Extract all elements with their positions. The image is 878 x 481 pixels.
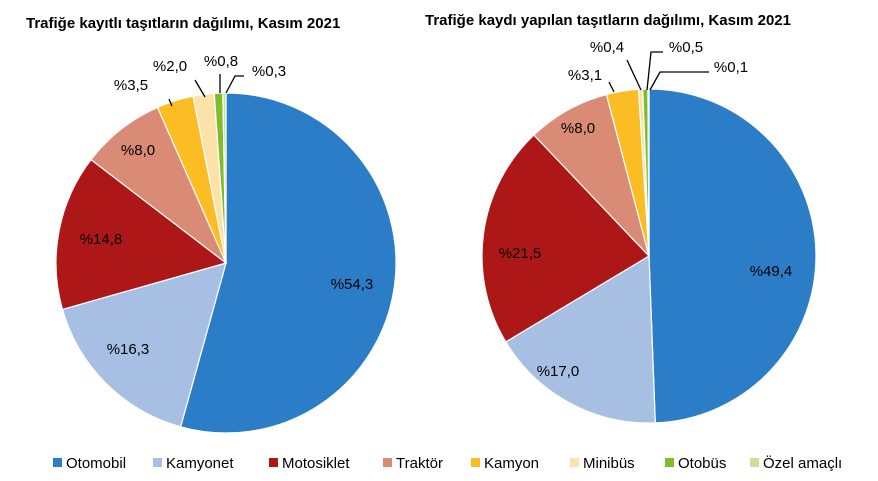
leader-line-new-ozel-amacli (649, 71, 709, 91)
leader-line-new-otobus (646, 51, 663, 91)
legend-swatch-minibus (570, 458, 579, 467)
data-label-registered-otomobil: %54,3 (331, 276, 374, 293)
legend-label-otomobil: Otomobil (66, 455, 126, 472)
data-label-registered-traktor: %8,0 (121, 142, 155, 159)
leader-line-registered-ozel-amacli (225, 75, 244, 94)
pie-slice-registered-kamyonet (61, 262, 227, 428)
legend-label-kamyonet: Kamyonet (166, 455, 234, 472)
leader-line-registered-kamyon (168, 98, 173, 107)
data-label-new-kamyon: %3,1 (568, 67, 602, 84)
data-label-registered-motosiklet: %14,8 (80, 231, 123, 248)
leader-line-registered-minibus (194, 79, 206, 98)
legend-label-ozel-amacli: Özel amaçlı (763, 454, 842, 472)
legend-label-kamyon: Kamyon (484, 455, 539, 472)
leader-line-new-minibus (626, 59, 642, 91)
chart-title-registered: Trafiğe kayıtlı taşıtların dağılımı, Kas… (26, 15, 340, 32)
pie-slice-registered-otomobil (179, 92, 397, 434)
legend-label-otobus: Otobüs (678, 455, 726, 472)
pie-slice-new-motosiklet (481, 134, 650, 343)
data-label-registered-minibus: %2,0 (153, 58, 187, 75)
legend: Otomobil Kamyonet Motosiklet Traktör Kamyon M… (53, 454, 842, 472)
legend-swatch-kamyon (471, 458, 480, 467)
legend-swatch-otomobil (53, 458, 62, 467)
pie-newly-registered-vehicles: %49,4 %17,0 %21,5 %8,0 %3,1 %0,4 %0,5 %0,1 (481, 39, 817, 424)
data-label-new-minibus: %0,4 (590, 39, 624, 56)
chart-title-new-registrations: Trafiğe kaydı yapılan taşıtların dağılım… (425, 12, 791, 29)
pie-slice-new-otomobil (648, 88, 817, 424)
data-label-registered-ozel-amacli: %0,3 (252, 63, 286, 80)
legend-swatch-ozel-amacli (750, 458, 759, 467)
pie-registered-vehicles: %54,3 %16,3 %14,8 %8,0 %3,5 %2,0 %0,8 %0,3 (55, 53, 397, 434)
pie-slice-new-ozel-amacli (647, 88, 650, 257)
data-label-registered-otobus: %0,8 (204, 53, 238, 70)
data-label-new-motosiklet: %21,5 (499, 245, 542, 262)
leader-line-new-kamyon (608, 81, 615, 93)
data-label-new-kamyonet: %17,0 (537, 363, 580, 380)
data-label-new-otomobil: %49,4 (750, 263, 793, 280)
data-label-registered-kamyon: %3,5 (114, 77, 148, 94)
pie-slice-registered-ozel-amacli (222, 92, 227, 264)
legend-label-minibus: Minibüs (583, 455, 635, 472)
legend-swatch-kamyonet (153, 458, 162, 467)
legend-swatch-otobus (665, 458, 674, 467)
pie-slice-new-kamyonet (504, 254, 656, 424)
legend-swatch-traktor (383, 458, 392, 467)
legend-swatch-motosiklet (269, 458, 278, 467)
legend-label-motosiklet: Motosiklet (282, 455, 350, 472)
data-label-new-otobus: %0,5 (669, 39, 703, 56)
legend-label-traktor: Traktör (396, 455, 443, 472)
data-label-new-traktor: %8,0 (561, 120, 595, 137)
pie-slice-registered-motosiklet (55, 158, 228, 311)
data-label-new-ozel-amacli: %0,1 (714, 59, 748, 76)
data-label-registered-kamyonet: %16,3 (107, 341, 150, 358)
